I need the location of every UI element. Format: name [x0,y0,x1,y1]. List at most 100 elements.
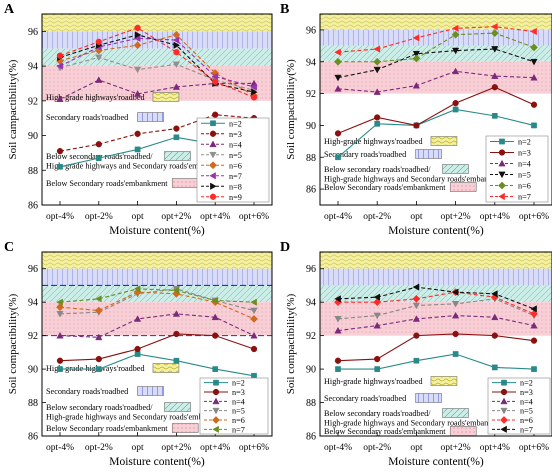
data-point-n=4-0 [56,95,64,102]
data-point-n=3-4 [491,84,498,91]
data-point-n=9-4 [212,78,219,85]
x-tick-label: opt+4% [200,443,230,453]
legend-entry: n=3 [232,388,245,397]
x-tick-label: opt-2% [85,212,113,222]
y-tick-label: 86 [28,432,38,443]
series-line-n=7 [337,26,535,53]
series-line-n=6 [59,291,255,320]
data-point-n=7-4 [491,23,498,31]
band-key-label-3: Below Secondary roads'embankment [46,424,168,433]
legend-marker [500,407,508,415]
y-tick-label: 94 [306,57,316,68]
data-point-n=7-1 [95,295,102,303]
band-key-swatch-hatch-1 [415,393,442,403]
legend-entry: n=6 [229,161,242,170]
data-point-n=4-3 [451,67,460,75]
x-axis-title: Moisture content(%) [388,456,484,468]
data-point-n=6-4 [490,29,499,38]
series-legend-box [485,135,549,203]
band-0-hatch [320,252,552,269]
panel-label: C [4,240,14,255]
data-point-n=5-1 [373,66,381,74]
data-point-n=4-5 [250,331,258,339]
data-point-n=7-2 [412,34,420,42]
legend-entry: n=5 [520,407,533,416]
legend-entry: n=5 [518,171,531,180]
y-tick-label: 94 [28,298,38,309]
data-point-n=3-5 [250,345,258,353]
legend-entry: n=2 [232,379,245,388]
legend-entry: n=6 [520,416,533,425]
band-key-swatch-hatch-1 [415,149,442,159]
band-key-swatch-hatch-3 [450,426,477,436]
legend-entry: n=7 [518,193,531,202]
data-point-n=5-5 [250,307,258,315]
series-line-n=2 [338,353,535,370]
band-3-hatch [42,302,272,336]
band-3-hatch [320,302,552,336]
band-key-swatch-hatch-1 [137,386,164,396]
data-point-n=4-5 [530,321,538,329]
legend-marker [500,388,508,396]
data-point-n=7-4 [211,296,219,305]
series-line-n=3 [59,114,255,152]
x-tick-label: opt+4% [480,443,510,453]
data-point-n=2-1 [374,120,381,127]
band-2-hatch [42,48,272,67]
data-point-n=7-4 [491,290,498,298]
x-tick-label: opt-2% [85,443,113,453]
data-point-n=8-3 [173,41,181,49]
band-1-hatch [320,29,552,46]
data-point-n=5-4 [491,46,499,53]
data-point-n=5-0 [334,74,342,82]
data-point-n=7-2 [133,285,141,293]
legend-marker [498,192,505,201]
data-point-n=6-2 [412,294,421,303]
legend-marker [212,388,220,396]
y-tick-label: 90 [306,121,316,132]
legend-entry: n=8 [229,182,242,191]
y-axis-title: Soil compactibility(%) [285,293,297,394]
data-point-n=3-5 [530,101,538,108]
data-point-n=4-2 [412,315,421,322]
x-axis-title: Moisture content(%) [109,456,205,468]
y-tick-label: 92 [28,96,38,107]
data-point-n=3-2 [413,332,420,339]
data-point-n=6-3 [451,30,460,39]
data-point-n=3-0 [334,357,342,364]
legend-marker [212,397,220,405]
series-line-n=5 [59,56,255,91]
data-point-n=3-4 [212,111,219,118]
y-axis-title: Soil compactibility(%) [285,59,297,160]
data-point-n=7-3 [451,24,459,32]
data-point-n=4-0 [334,85,342,92]
data-point-n=3-5 [530,337,538,344]
legend-marker [209,161,217,170]
series-line-n=5 [59,288,255,315]
series-line-n=7 [337,286,535,310]
data-point-n=2-0 [335,154,341,161]
x-tick-label: opt [132,212,145,222]
series-line-n=7 [59,37,255,88]
x-tick-label: opt+4% [200,212,230,222]
plot-frame [319,251,552,437]
data-point-n=5-3 [451,301,460,308]
x-tick-label: opt-4% [46,443,74,453]
y-tick-label: 94 [28,62,38,73]
band-key-swatch-hatch-3 [172,178,199,188]
x-tick-label: opt-4% [324,212,352,222]
data-point-n=3-1 [95,355,102,363]
series-line-n=3 [337,86,535,134]
band-0-hatch [42,252,272,269]
series-line-n=4 [59,79,254,100]
legend-entry: n=2 [229,119,242,128]
legend-marker [209,193,217,200]
data-point-n=4-2 [412,81,421,89]
legend-marker [498,181,506,190]
band-2-hatch [42,285,272,303]
data-point-n=3-3 [452,330,459,338]
data-point-n=5-0 [56,311,64,318]
y-tick-label: 96 [306,264,316,275]
panel-b: 86 88 90 92 94 96 opt-4% opt-2% opt opt+2% opt+4% o… [280,2,552,237]
series-line-n=6 [338,32,535,63]
